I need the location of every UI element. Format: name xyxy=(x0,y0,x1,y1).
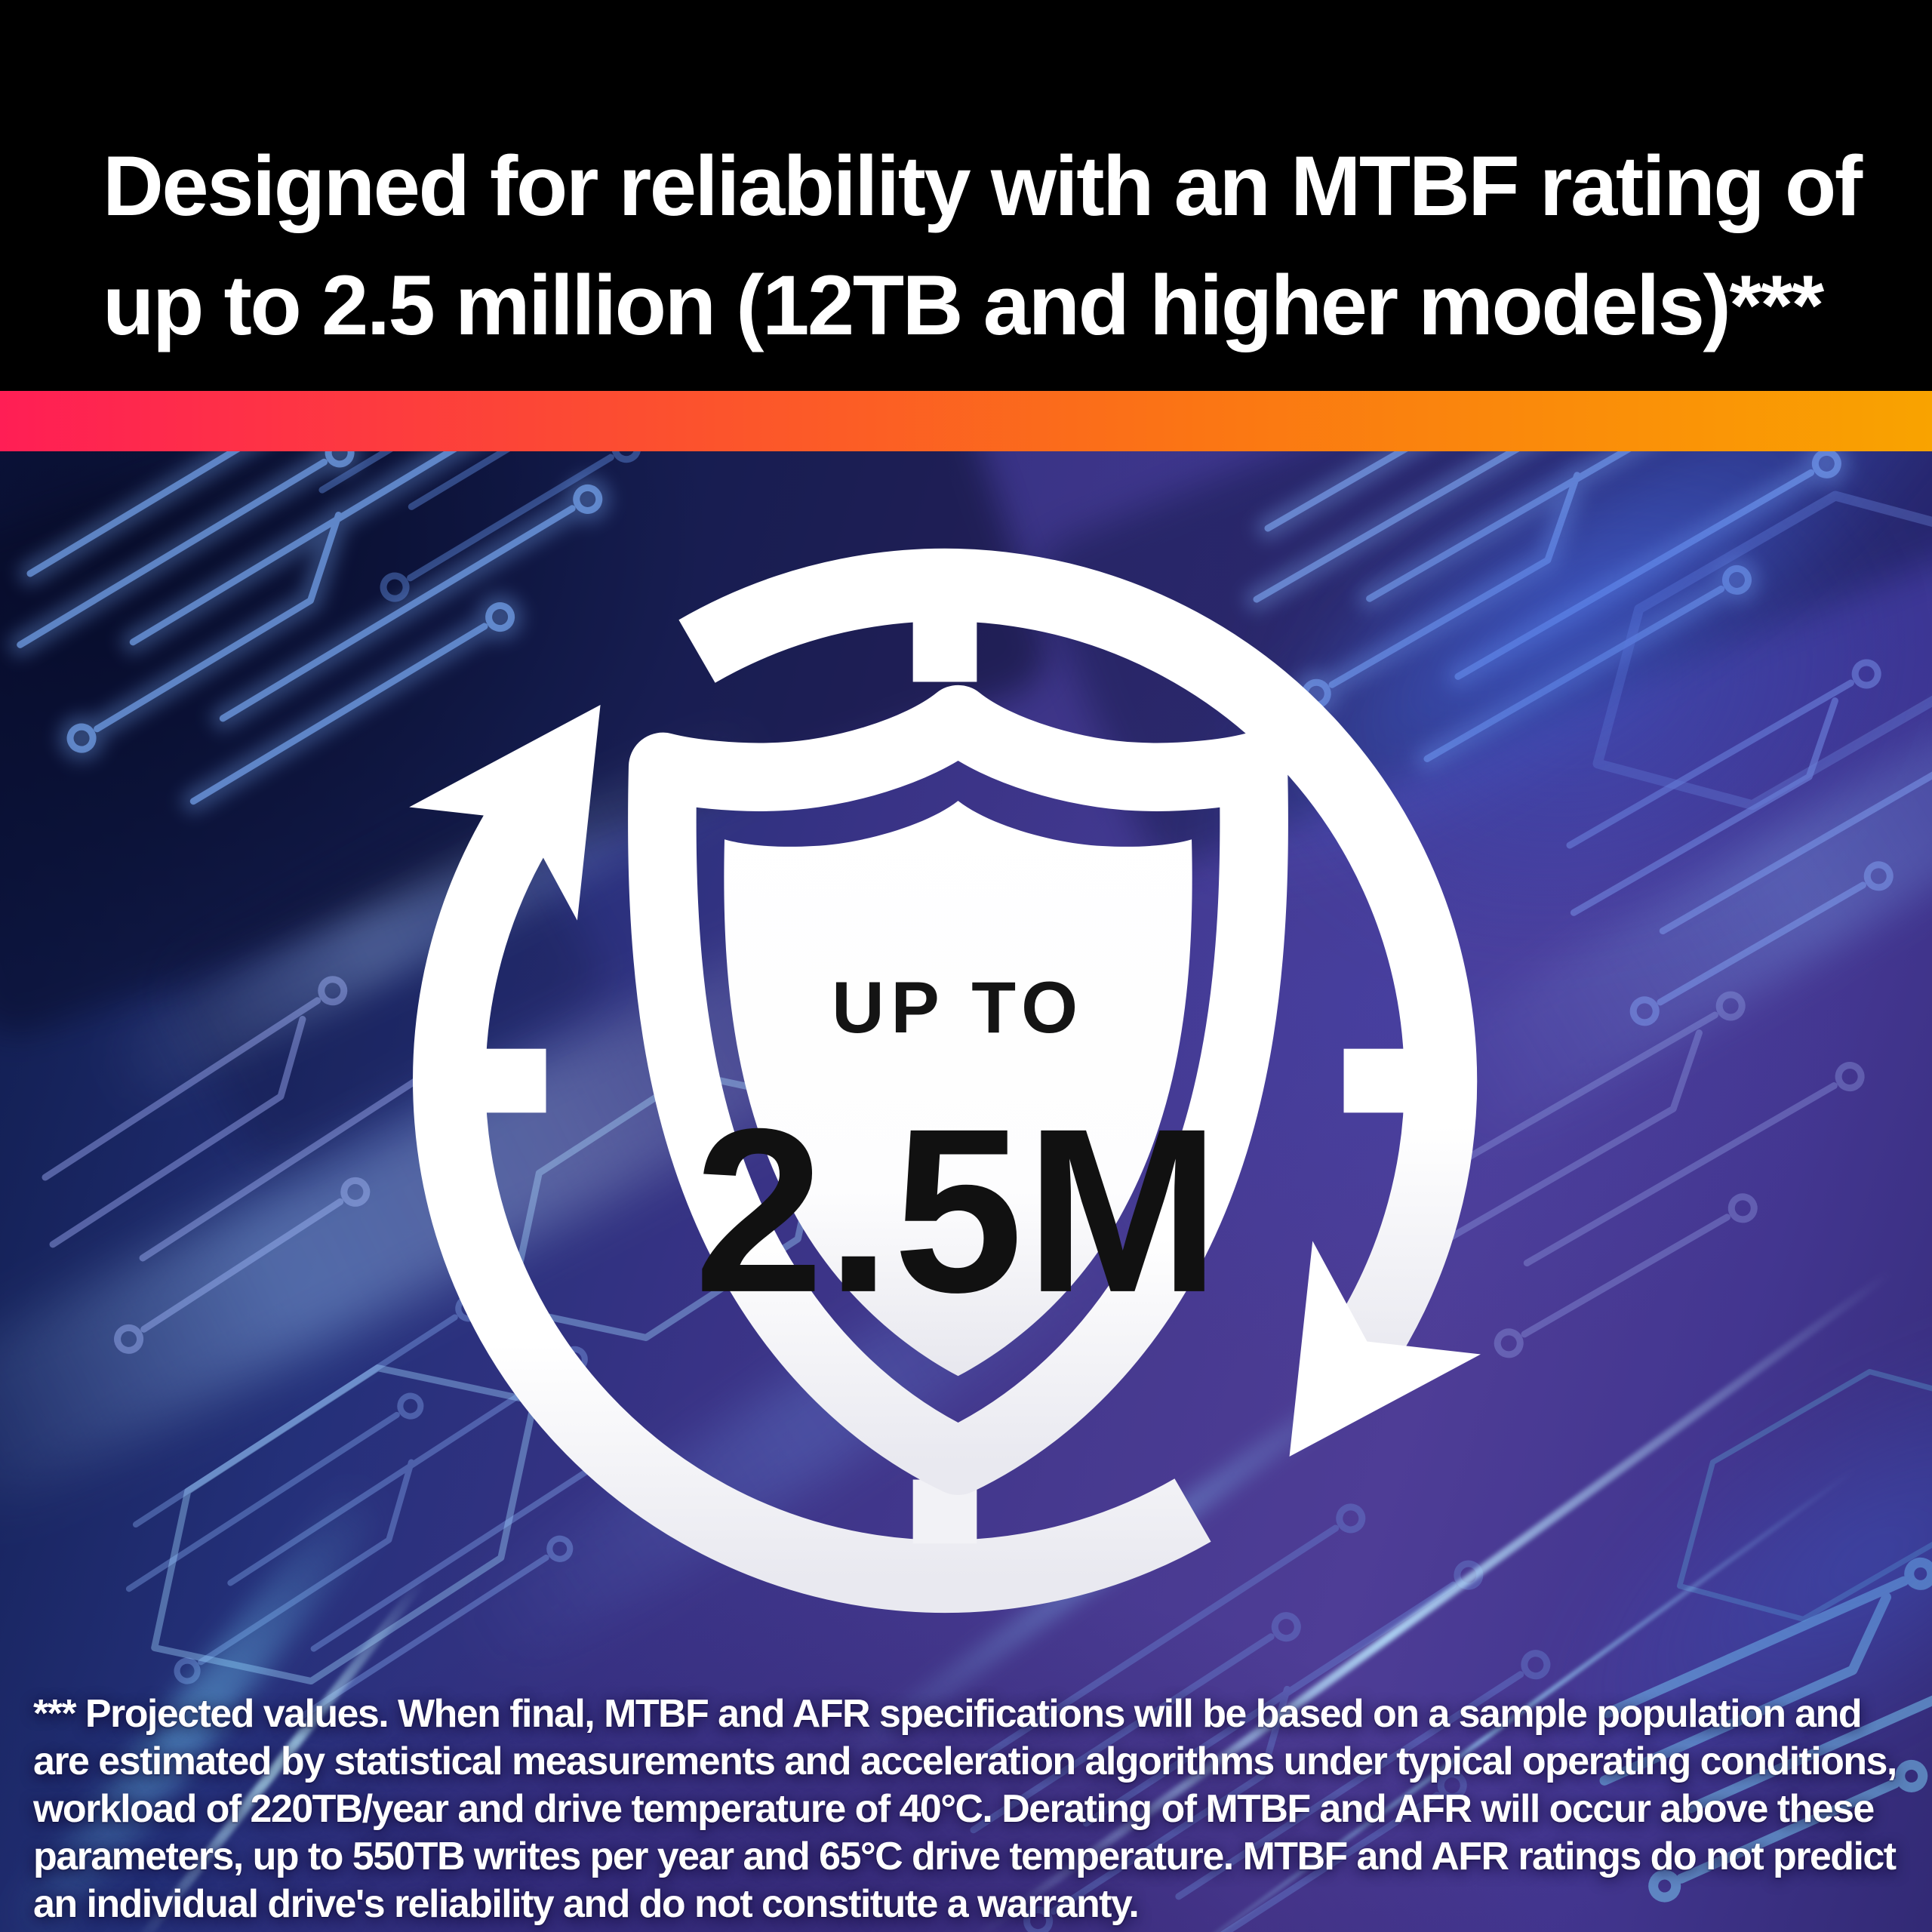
arrowhead-bottom-right xyxy=(1289,1241,1481,1457)
ring-tick-east xyxy=(1343,1048,1408,1113)
headline-line-1: Designed for reliability with an MTBF ra… xyxy=(103,139,1863,233)
shield-outline xyxy=(628,685,1288,1495)
shield-face xyxy=(724,801,1192,1377)
badge-up-to-label: UP TO xyxy=(832,968,1084,1048)
ring-tick-north xyxy=(912,617,977,682)
cycle-arc-top xyxy=(678,548,1478,1379)
cycle-arc-bottom xyxy=(413,783,1211,1614)
badge-value: 2.5M xyxy=(694,1080,1223,1341)
headline-line-2: up to 2.5 million (12TB and higher model… xyxy=(103,258,1824,352)
mtbf-reliability-badge-icon: UP TO 2.5M xyxy=(409,548,1481,1614)
ring-tick-west xyxy=(481,1048,546,1113)
shield-icon: UP TO 2.5M xyxy=(628,685,1288,1495)
headline: Designed for reliability with an MTBF ra… xyxy=(103,127,1863,365)
accent-gradient-bar xyxy=(0,391,1932,451)
footnote-text: *** Projected values. When final, MTBF a… xyxy=(33,1692,1897,1926)
arrowhead-top-left xyxy=(409,704,601,921)
headline-section: Designed for reliability with an MTBF ra… xyxy=(0,0,1932,391)
